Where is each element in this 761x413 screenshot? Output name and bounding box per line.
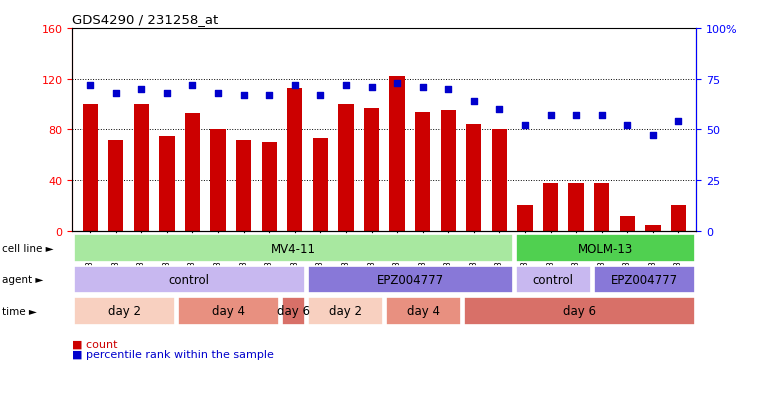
Point — [391, 80, 403, 87]
Point — [365, 84, 377, 91]
Point — [596, 113, 608, 119]
Text: MOLM-13: MOLM-13 — [578, 242, 633, 255]
Bar — [463, 298, 695, 325]
Point — [340, 82, 352, 89]
Point — [237, 93, 250, 99]
Bar — [568, 183, 584, 231]
Text: cell line ►: cell line ► — [2, 243, 53, 254]
Point — [186, 82, 199, 89]
Bar — [517, 206, 533, 231]
Bar — [236, 140, 251, 231]
Bar — [74, 298, 175, 325]
Text: GDS4290 / 231258_at: GDS4290 / 231258_at — [72, 13, 218, 26]
Bar — [492, 130, 507, 231]
Text: ■ percentile rank within the sample: ■ percentile rank within the sample — [72, 349, 274, 359]
Bar — [594, 266, 695, 293]
Point — [621, 123, 633, 129]
Bar — [339, 105, 354, 231]
Point — [288, 82, 301, 89]
Bar — [282, 298, 305, 325]
Bar — [262, 143, 277, 231]
Bar — [159, 136, 174, 231]
Bar — [108, 140, 123, 231]
Point — [570, 113, 582, 119]
Bar — [415, 112, 430, 231]
Text: day 2: day 2 — [108, 305, 141, 318]
Point — [468, 98, 480, 105]
Bar — [307, 298, 383, 325]
Text: time ►: time ► — [2, 306, 37, 316]
Bar — [74, 235, 513, 262]
Text: day 4: day 4 — [212, 305, 245, 318]
Text: ■ count: ■ count — [72, 339, 118, 349]
Bar — [82, 105, 98, 231]
Text: agent ►: agent ► — [2, 275, 43, 285]
Point — [110, 90, 122, 97]
Bar — [287, 88, 302, 231]
Bar — [313, 139, 328, 231]
Point — [263, 93, 275, 99]
Bar — [516, 235, 695, 262]
Text: day 6: day 6 — [563, 305, 596, 318]
Text: day 6: day 6 — [277, 305, 310, 318]
Text: EPZ004777: EPZ004777 — [377, 273, 444, 286]
Point — [212, 90, 224, 97]
Bar — [134, 105, 149, 231]
Text: control: control — [169, 273, 210, 286]
Bar — [670, 206, 686, 231]
Bar — [390, 77, 405, 231]
Point — [314, 93, 326, 99]
Point — [161, 90, 173, 97]
Point — [493, 107, 505, 113]
Bar — [516, 266, 591, 293]
Text: day 2: day 2 — [329, 305, 361, 318]
Text: EPZ004777: EPZ004777 — [611, 273, 678, 286]
Bar — [185, 114, 200, 231]
Bar — [307, 266, 513, 293]
Bar — [386, 298, 461, 325]
Bar — [441, 111, 456, 231]
Bar — [619, 216, 635, 231]
Point — [84, 82, 97, 89]
Point — [544, 113, 556, 119]
Bar — [177, 298, 279, 325]
Point — [442, 86, 454, 93]
Text: control: control — [533, 273, 574, 286]
Bar — [364, 109, 379, 231]
Text: MV4-11: MV4-11 — [271, 242, 316, 255]
Bar — [210, 130, 226, 231]
Bar — [543, 183, 559, 231]
Bar — [74, 266, 305, 293]
Point — [416, 84, 428, 91]
Point — [519, 123, 531, 129]
Text: day 4: day 4 — [407, 305, 440, 318]
Bar — [466, 125, 482, 231]
Point — [647, 133, 659, 140]
Bar — [594, 183, 610, 231]
Point — [135, 86, 148, 93]
Point — [672, 119, 684, 125]
Bar — [645, 225, 661, 231]
